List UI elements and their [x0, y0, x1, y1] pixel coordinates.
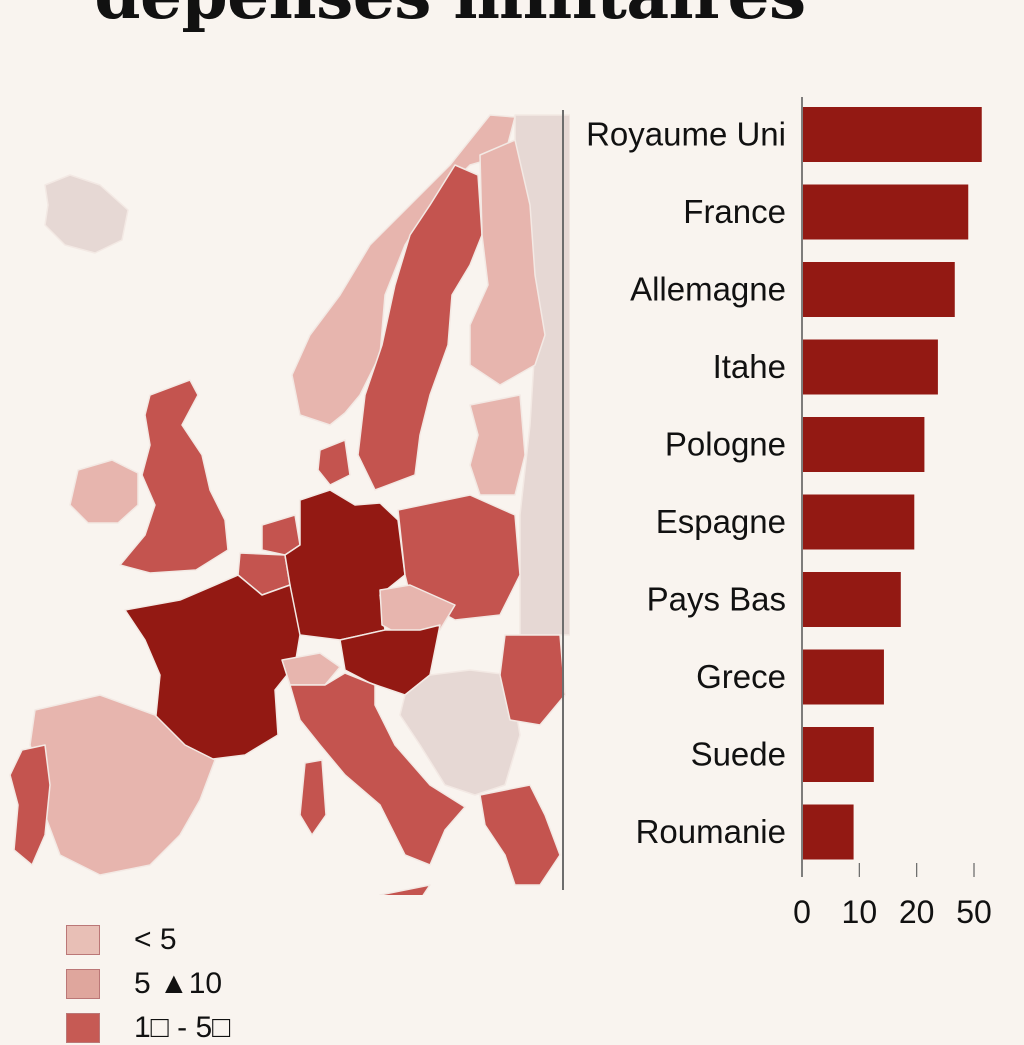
category-label: Pays Bas: [647, 581, 786, 618]
bar: [803, 494, 915, 550]
legend-item: < 5: [66, 923, 177, 957]
map-region-grece: [479, 784, 561, 886]
legend-swatch: [66, 925, 100, 955]
map-region-tchequie: [379, 584, 456, 636]
bar: [803, 572, 901, 627]
europe-map: [0, 95, 571, 906]
bar: [803, 417, 925, 472]
category-label: Espagne: [656, 503, 786, 540]
page-title: dépenses militaires: [0, 0, 900, 34]
legend-swatch: [66, 1013, 100, 1043]
x-tick-label: 10: [842, 894, 878, 930]
map-region-irlande: [69, 459, 139, 524]
map-region-balkans: [399, 669, 521, 796]
x-tick-label: 20: [899, 894, 935, 930]
category-label: Allemagne: [630, 271, 786, 308]
map-region-france: [124, 574, 301, 761]
category-label: Grece: [696, 658, 786, 695]
map-region-portugal: [9, 744, 51, 866]
bar-chart: Royaume Uni France Allemagne Itahe Pologne Es…: [586, 97, 992, 930]
bar: [803, 339, 938, 395]
map-region-roumanie: [499, 634, 566, 726]
x-tick-label: 0: [793, 894, 811, 930]
legend: < 5 5 ▲10 1□ - 5□: [66, 905, 466, 1044]
map-region-finlande: [469, 139, 546, 386]
map-region-pologne: [397, 494, 521, 621]
legend-label: < 5: [134, 923, 177, 956]
map-region-baltes: [469, 394, 526, 496]
bar: [803, 727, 874, 782]
legend-label: 5 ▲10: [134, 967, 223, 1000]
legend-swatch: [66, 969, 100, 999]
bar: [803, 262, 955, 317]
bar: [803, 107, 982, 162]
category-label: France: [683, 193, 786, 230]
map-region-norvege: [291, 114, 516, 426]
map-region-suisse: [281, 652, 341, 686]
legend-label: 1□ - 5□: [134, 1011, 231, 1044]
bar: [803, 804, 854, 860]
map-region-danemark: [317, 439, 351, 486]
category-label: Pologne: [665, 426, 786, 463]
map-region-suede: [357, 164, 483, 491]
category-label: Itahe: [713, 348, 786, 385]
chart-divider: [562, 110, 564, 890]
bar: [803, 649, 884, 705]
x-tick-label: 50: [956, 894, 992, 930]
category-label: Royaume Uni: [586, 116, 786, 153]
legend-item: 1□ - 5□: [66, 1011, 230, 1045]
map-region-royaume-uni: [119, 379, 229, 574]
category-label: Roumanie: [636, 813, 786, 850]
bar: [803, 184, 969, 240]
legend-item: 5 ▲10: [66, 967, 222, 1001]
category-label: Suede: [691, 736, 786, 773]
map-region-islande: [44, 174, 129, 254]
